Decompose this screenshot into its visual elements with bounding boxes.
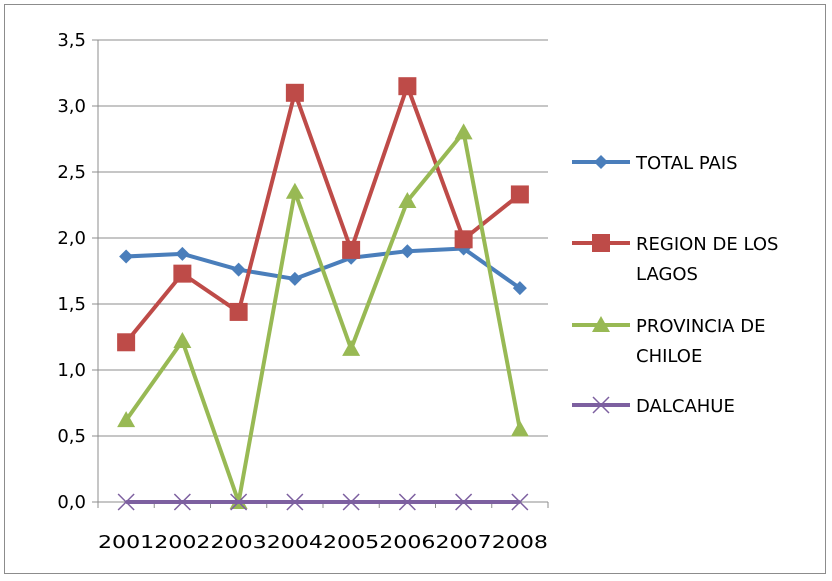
data-point bbox=[342, 339, 361, 356]
y-tick-label: 1,0 bbox=[57, 360, 86, 381]
y-tick-label: 3,5 bbox=[57, 30, 86, 51]
series-line bbox=[124, 84, 522, 344]
x-tick-label: 2005 bbox=[323, 532, 379, 553]
data-point bbox=[285, 83, 304, 102]
legend-marker bbox=[592, 234, 610, 252]
data-point bbox=[230, 493, 248, 511]
legend-marker bbox=[592, 396, 610, 414]
data-point bbox=[511, 493, 529, 511]
data-point bbox=[119, 249, 134, 264]
legend-label: REGION DE LOS bbox=[636, 234, 778, 255]
data-point bbox=[175, 246, 190, 261]
data-point bbox=[398, 77, 417, 96]
x-tick-label: 2001 bbox=[98, 532, 154, 553]
data-point bbox=[398, 192, 417, 209]
data-point bbox=[400, 244, 415, 259]
data-point bbox=[342, 493, 360, 511]
data-point bbox=[287, 271, 302, 286]
data-point bbox=[231, 262, 246, 277]
x-tick-label: 2008 bbox=[492, 532, 548, 553]
chart-frame bbox=[4, 4, 826, 574]
data-point bbox=[454, 230, 473, 249]
data-point bbox=[173, 331, 192, 348]
data-point bbox=[398, 493, 416, 511]
legend-label: PROVINCIA DE bbox=[636, 316, 765, 337]
y-tick-label: 0,5 bbox=[57, 426, 86, 447]
data-point bbox=[510, 185, 529, 204]
series-line bbox=[124, 130, 522, 504]
x-tick-label: 2004 bbox=[267, 532, 323, 553]
legend-label: LAGOS bbox=[636, 264, 698, 285]
y-tick-label: 3,0 bbox=[57, 96, 86, 117]
data-point bbox=[173, 264, 192, 283]
data-point bbox=[117, 333, 136, 352]
y-tick-label: 2,0 bbox=[57, 228, 86, 249]
x-tick-label: 2003 bbox=[211, 532, 267, 553]
y-tick-label: 2,5 bbox=[57, 162, 86, 183]
data-point bbox=[454, 123, 473, 140]
y-tick-label: 1,5 bbox=[57, 294, 86, 315]
data-point bbox=[286, 493, 304, 511]
data-point bbox=[285, 182, 304, 199]
x-tick-label: 2007 bbox=[436, 532, 492, 553]
legend-marker bbox=[592, 316, 610, 332]
data-point bbox=[117, 493, 135, 511]
legend-label: DALCAHUE bbox=[636, 396, 735, 417]
legend-label: CHILOE bbox=[636, 346, 702, 367]
data-point bbox=[173, 493, 191, 511]
data-point bbox=[455, 493, 473, 511]
data-point bbox=[510, 420, 529, 437]
x-tick-label: 2006 bbox=[379, 532, 435, 553]
legend-label: TOTAL PAIS bbox=[635, 153, 738, 174]
data-point bbox=[342, 240, 361, 259]
data-point bbox=[117, 411, 136, 428]
data-point bbox=[512, 281, 527, 296]
y-tick-label: 0,0 bbox=[57, 492, 86, 513]
legend-marker bbox=[594, 155, 608, 169]
x-tick-label: 2002 bbox=[154, 532, 210, 553]
data-point bbox=[229, 302, 248, 321]
